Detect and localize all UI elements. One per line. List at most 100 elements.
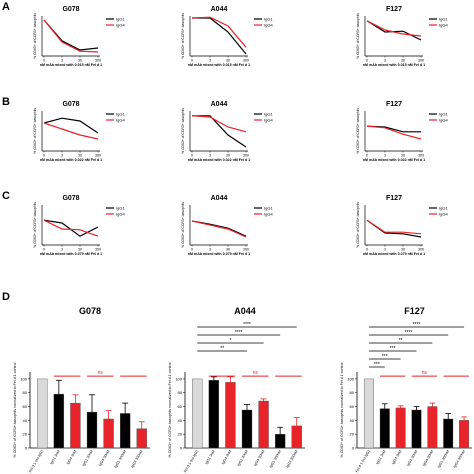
x-axis-label: nM mAb mixed with 0.079 nM Fel d 1 [40, 252, 102, 256]
bar [363, 378, 374, 449]
x-axis-label: nM mAb mixed with 0.079 nM Fel d 1 [188, 252, 250, 256]
legend-label: IgG1 [264, 205, 273, 210]
bar [53, 393, 65, 449]
y-axis-label: % CD63+ of CCR3+ basophils [356, 108, 360, 154]
bracket-label: ** [220, 346, 224, 352]
bar-label: Fel d 1 (no IgG) [355, 450, 371, 474]
x-tick-label: 0 [366, 248, 368, 252]
legend-label: IgG4 [116, 117, 125, 122]
bar [291, 425, 302, 449]
bar [225, 382, 236, 449]
y-tick-label: 40 [178, 418, 183, 423]
line-chart-a-f127: F127 % CD63+ of CCR3+ basophils 0 3 30 300nM … [356, 6, 448, 67]
legend-label: IgG4 [116, 22, 125, 27]
chart-title: F127 [386, 6, 402, 13]
line-chart-c-g078: G078 % CD63+ of CCR3+ basophils 0 3 30 300nM … [33, 195, 125, 256]
bar-label: IgG1 3nM [375, 449, 386, 465]
y-tick-label: 80 [350, 390, 355, 395]
series-line-igg4 [366, 20, 422, 37]
x-tick-label: 0 [366, 59, 368, 63]
bar-label: IgG4 300nM [285, 449, 298, 468]
bar-label: IgG1 30nM [406, 449, 418, 466]
bar [86, 411, 98, 449]
bar-chart-g078: G078 0 20 40 60 80 100% CD63+ of CCR3+ basophi… [13, 306, 150, 473]
series-line-igg4 [366, 219, 422, 235]
line-chart-a-g078: G078 % CD63+ of CCR3+ basophils 0 3 30 300nM … [33, 6, 125, 67]
x-tick-label: 30 [401, 59, 405, 63]
x-tick-label: 0 [366, 154, 368, 158]
x-tick-label: 0 [191, 154, 193, 158]
bar [274, 433, 286, 449]
series-line-igg4 [43, 122, 99, 140]
significance-label: ns [422, 370, 428, 376]
bar-label: IgG1 300nM [114, 449, 127, 468]
line-chart-a-a044: A044 % CD63+ of CCR3+ basophils 0 3 30 300nM … [181, 6, 273, 67]
x-tick-label: 3 [209, 154, 211, 158]
bar [443, 418, 454, 449]
x-tick-label: 300 [243, 59, 249, 63]
y-tick-label: 0 [352, 446, 355, 451]
x-tick-label: 300 [243, 154, 249, 158]
significance-label: ns [98, 370, 104, 376]
x-tick-label: 0 [43, 154, 45, 158]
legend-label: IgG4 [264, 117, 273, 122]
y-axis-label: % CD63+ of CCR3+ basophils [181, 108, 185, 154]
y-tick-label: 40 [23, 418, 28, 423]
x-tick-label: 3 [384, 248, 386, 252]
chart-title: G078 [62, 195, 79, 202]
y-tick-label: 20 [178, 432, 183, 437]
chart-title: G078 [62, 101, 79, 108]
bar [258, 400, 269, 449]
y-tick-label: 60 [178, 404, 183, 409]
legend-label: IgG1 [116, 16, 125, 21]
line-chart-b-a044: A044 % CD63+ of CCR3+ basophils 0 3 30 300nM … [181, 101, 273, 162]
bar [119, 413, 131, 449]
x-tick-label: 0 [43, 248, 45, 252]
bracket-label: *** [374, 362, 380, 368]
bar [241, 409, 253, 449]
bar-label: IgG4 300nM [453, 449, 466, 468]
bar [427, 406, 438, 449]
y-axis-label: % CD63+ of CCR3+ basophils [356, 202, 360, 248]
x-axis-label: nM mAb mixed with 0.022 nM Fel d 1 [188, 158, 250, 162]
legend-label: IgG4 [439, 117, 448, 122]
chart-title: F127 [386, 101, 402, 108]
chart-title: G078 [62, 6, 79, 13]
y-axis-label: % CD63+ of CCR3+ basophils normalized to… [168, 362, 172, 457]
bar [395, 407, 406, 449]
y-tick-label: 100 [175, 376, 182, 381]
bar-label: IgG1 3nM [204, 449, 215, 465]
bar-label: Fel d 1 (no IgG) [183, 450, 199, 474]
y-axis-label: % CD63+ of CCR3+ basophils [356, 13, 360, 59]
y-axis-label: % CD63+ of CCR3+ basophils normalized to… [13, 362, 17, 457]
x-axis-label: nM mAb mixed with 0.015 nM Fel d 1 [188, 63, 250, 67]
legend-label: IgG4 [264, 211, 273, 216]
y-tick-label: 100 [20, 376, 27, 381]
line-chart-b-f127: F127 % CD63+ of CCR3+ basophils 0 3 30 300nM … [356, 101, 448, 162]
bracket-label: **** [413, 322, 421, 328]
x-axis-label: nM mAb mixed with 0.022 nM Fel d 1 [363, 158, 425, 162]
x-tick-label: 30 [226, 154, 230, 158]
x-tick-label: 0 [43, 59, 45, 63]
x-tick-label: 300 [95, 248, 101, 252]
y-tick-label: 100 [347, 376, 354, 381]
x-tick-label: 300 [418, 59, 424, 63]
bracket-label: **** [235, 330, 243, 336]
y-axis-label: % CD63+ of CCR3+ basophils [33, 108, 37, 154]
x-tick-label: 30 [78, 154, 82, 158]
series-line-igg1 [43, 117, 99, 134]
x-tick-label: 3 [384, 59, 386, 63]
bar-label: IgG1 30nM [237, 449, 249, 466]
bar-chart-a044: A044 0 20 40 60 80 100% CD63+ of CCR3+ basophi… [168, 306, 305, 473]
series-line-igg1 [192, 115, 247, 148]
x-tick-label: 30 [78, 59, 82, 63]
chart-title: A044 [211, 6, 228, 13]
x-tick-label: 300 [95, 154, 101, 158]
chart-title: A044 [211, 195, 228, 202]
series-line-igg4 [191, 220, 247, 238]
bracket-label: **** [405, 330, 413, 336]
x-tick-label: 300 [95, 59, 101, 63]
y-tick-label: 60 [350, 404, 355, 409]
legend-label: IgG1 [439, 111, 448, 116]
